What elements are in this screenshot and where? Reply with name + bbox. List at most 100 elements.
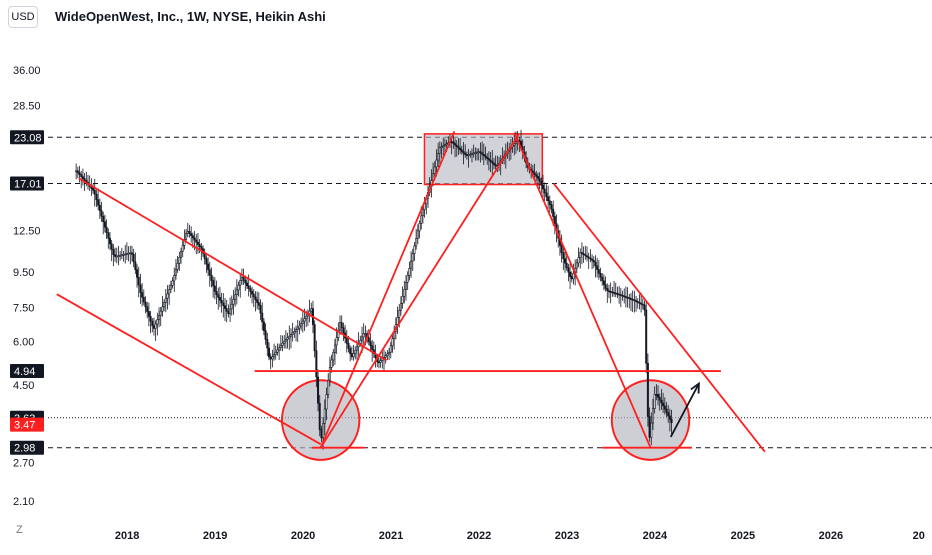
candle-body-125	[286, 337, 289, 340]
y-tick-label: 9.50	[13, 267, 34, 279]
candle-body-15	[100, 210, 103, 217]
candle-body-10	[92, 187, 95, 191]
x-axis-ticks: 2018 2019 2020 2021 2022 2023 2024 2025 2026 20	[115, 530, 925, 542]
x-tick-label: 2024	[643, 530, 668, 542]
price-tag-bg	[10, 364, 44, 379]
candle-body-228	[460, 149, 463, 152]
candle-body-341	[651, 408, 654, 424]
candle-body-63	[181, 245, 184, 252]
candle-body-184	[386, 353, 389, 356]
candle-body-37	[137, 277, 140, 286]
candle-body-275	[540, 180, 543, 186]
candle-body-308	[596, 265, 599, 270]
candle-body-163	[350, 353, 353, 358]
candle-body-226	[457, 146, 460, 149]
candle-body-191	[398, 309, 401, 318]
currency-button[interactable]: USD	[8, 6, 38, 28]
candle-body-128	[291, 332, 294, 335]
candle-body-306	[592, 259, 595, 263]
candle-body-235	[472, 152, 475, 155]
candle-body-205	[421, 209, 424, 217]
candle-body-133	[300, 323, 303, 327]
candle-body-223	[452, 141, 455, 144]
candle-body-309	[597, 269, 600, 274]
candle-body-320	[616, 293, 619, 295]
candle-body-109	[259, 304, 262, 314]
candle-body-49	[158, 315, 161, 321]
candle-body-181	[381, 358, 384, 361]
candle-body-215	[438, 147, 441, 154]
candle-body-289	[564, 258, 567, 264]
chart-title: WideOpenWest, Inc., 1W, NYSE, Heikin Ash…	[55, 9, 326, 24]
x-tick-label: 2019	[203, 530, 227, 542]
candle-body-193	[401, 295, 404, 304]
candle-body-34	[132, 253, 135, 263]
candle-body-349	[665, 408, 668, 413]
candle-body-348	[663, 405, 666, 410]
candle-body-149	[327, 379, 330, 395]
candle-body-62	[180, 251, 183, 258]
candle-body-161	[347, 342, 350, 349]
candle-body-196	[406, 274, 409, 283]
candle-body-18	[105, 226, 108, 234]
candle-body-338	[646, 362, 649, 417]
candle-body-79	[208, 269, 211, 276]
y-tick-label: 6.00	[13, 337, 34, 349]
candle-body-351	[668, 415, 671, 420]
candle-body-313	[604, 284, 607, 289]
candle-body-88	[224, 305, 227, 309]
candle-body-343	[655, 394, 658, 396]
candle-body-104	[251, 291, 254, 295]
candle-body-112	[264, 330, 267, 340]
candle-body-197	[408, 267, 411, 276]
candle-body-51	[161, 306, 164, 312]
y-tick-label: 4.50	[13, 380, 34, 392]
x-tick-label: 2022	[467, 530, 491, 542]
candle-body-162	[349, 348, 352, 354]
candle-body-111	[262, 321, 265, 331]
candle-body-67	[188, 231, 191, 234]
candle-body-183	[384, 355, 387, 358]
candle-body-160	[345, 337, 348, 344]
trendline-0	[78, 177, 388, 362]
candle-body-281	[550, 204, 553, 210]
x-tick-label: 2021	[379, 530, 403, 542]
arrow-shaft	[669, 383, 700, 438]
candle-body-53	[164, 297, 167, 303]
candle-body-134	[301, 320, 304, 324]
candle-body-154	[335, 337, 338, 346]
candle-body-238	[477, 151, 480, 153]
candle-body-24	[115, 255, 118, 258]
candle-body-61	[178, 257, 181, 264]
candle-body-38	[139, 284, 142, 293]
candle-body-119	[276, 349, 279, 353]
candle-body-276	[542, 184, 545, 190]
candle-body-41	[144, 301, 147, 308]
candle-body-187	[391, 338, 394, 347]
candle-body-224	[454, 143, 457, 146]
candle-body-52	[163, 302, 166, 308]
candle-body-132	[298, 325, 301, 329]
candle-body-213	[435, 159, 438, 168]
candle-body-272	[535, 174, 538, 177]
candle-body-121	[279, 345, 282, 349]
candle-body-146	[322, 423, 325, 439]
candle-body-4	[81, 176, 84, 179]
candle-body-156	[339, 322, 342, 331]
candle-body-214	[437, 152, 440, 161]
candle-body-65	[185, 233, 188, 240]
candle-body-150	[328, 367, 331, 381]
candle-body-336	[643, 304, 646, 311]
price-tag-bg	[10, 417, 44, 432]
x-tick-label: 2020	[291, 530, 315, 542]
y-axis-ticks: 36.00 28.50 12.50 9.50 7.50 6.00 4.50 2.70 2.10	[13, 65, 41, 508]
candle-body-339	[648, 416, 651, 438]
candle-body-299	[580, 252, 583, 254]
candle-body-169	[361, 336, 364, 341]
candle-body-86	[220, 299, 223, 304]
candle-body-327	[628, 297, 631, 300]
candle-body-317	[611, 291, 614, 294]
